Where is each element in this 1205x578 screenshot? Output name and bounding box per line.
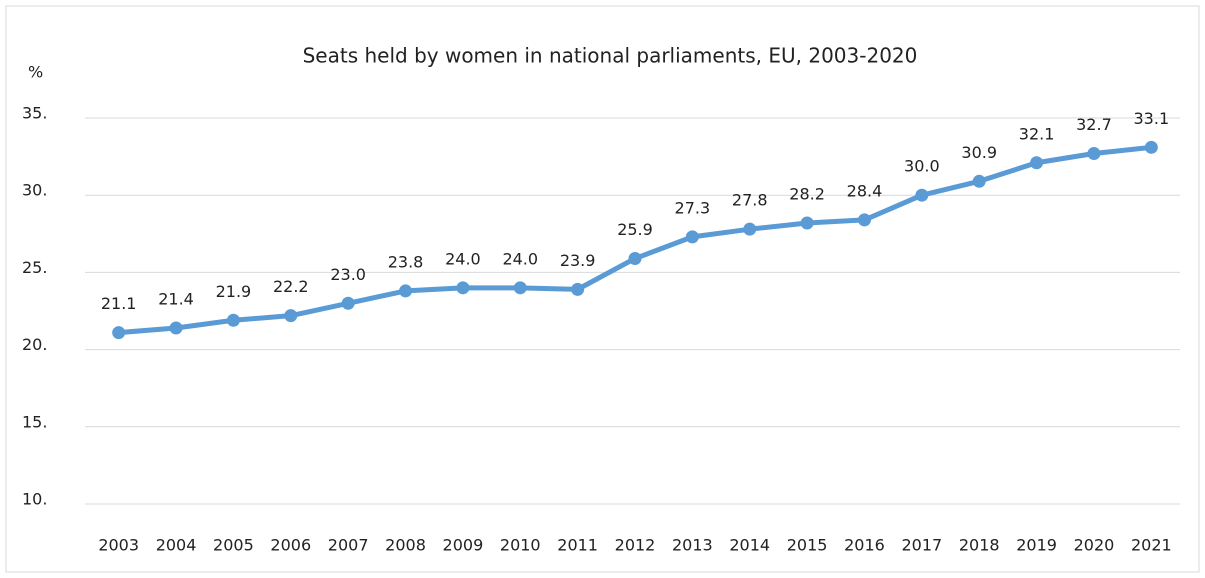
x-tick-label: 2015 <box>787 536 828 555</box>
x-tick-label: 2016 <box>844 536 885 555</box>
point <box>112 326 126 340</box>
data-label: 30.9 <box>961 143 997 162</box>
x-tick-label: 2021 <box>1131 536 1172 555</box>
data-label: 21.1 <box>101 294 137 313</box>
x-tick-label: 2011 <box>557 536 598 555</box>
point <box>341 296 355 310</box>
x-tick-label: 2013 <box>672 536 713 555</box>
point <box>399 284 413 298</box>
x-tick-label: 2006 <box>270 536 311 555</box>
data-label: 23.0 <box>330 265 366 284</box>
point <box>571 282 585 296</box>
x-tick-label: 2019 <box>1016 536 1057 555</box>
x-tick-label: 2020 <box>1074 536 1115 555</box>
y-tick-label: 20. <box>22 335 47 354</box>
y-tick-label: 25. <box>22 258 47 277</box>
point <box>513 281 527 295</box>
point <box>284 309 298 323</box>
x-tick-label: 2004 <box>156 536 197 555</box>
chart-title: Seats held by women in national parliame… <box>303 44 918 68</box>
point <box>685 230 699 244</box>
data-label: 32.7 <box>1076 115 1112 134</box>
point <box>1144 140 1158 154</box>
point <box>169 321 183 335</box>
data-label: 30.0 <box>904 157 940 176</box>
point <box>628 252 642 266</box>
point <box>1087 147 1101 161</box>
y-tick-label: 10. <box>22 490 47 509</box>
x-tick-label: 2008 <box>385 536 426 555</box>
point <box>857 213 871 227</box>
point <box>1030 156 1044 170</box>
data-label: 23.8 <box>388 252 424 271</box>
data-label: 21.9 <box>216 282 252 301</box>
x-tick-label: 2007 <box>328 536 369 555</box>
data-label: 33.1 <box>1134 109 1170 128</box>
y-tick-label: 30. <box>22 181 47 200</box>
y-tick-label: 15. <box>22 412 47 431</box>
x-tick-label: 2010 <box>500 536 541 555</box>
x-tick-label: 2014 <box>729 536 770 555</box>
data-label: 28.2 <box>789 184 825 203</box>
data-label: 32.1 <box>1019 124 1055 143</box>
data-label: 24.0 <box>502 249 538 268</box>
data-label: 24.0 <box>445 249 481 268</box>
data-label: 28.4 <box>847 181 883 200</box>
point <box>800 216 814 230</box>
point <box>456 281 470 295</box>
point <box>226 313 240 327</box>
point <box>915 188 929 202</box>
x-tick-label: 2018 <box>959 536 1000 555</box>
data-label: 22.2 <box>273 277 309 296</box>
data-label: 27.3 <box>675 198 711 217</box>
chart-frame <box>5 5 1200 573</box>
data-label: 25.9 <box>617 220 653 239</box>
x-tick-label: 2003 <box>98 536 139 555</box>
x-tick-label: 2017 <box>901 536 942 555</box>
x-tick-label: 2009 <box>443 536 484 555</box>
point <box>972 174 986 188</box>
x-tick-label: 2012 <box>615 536 656 555</box>
data-label: 23.9 <box>560 251 596 270</box>
y-tick-label: 35. <box>22 104 47 123</box>
x-tick-label: 2005 <box>213 536 254 555</box>
data-label: 27.8 <box>732 191 768 210</box>
data-label: 21.4 <box>158 289 194 308</box>
y-axis-label: % <box>28 63 43 82</box>
point <box>743 222 757 236</box>
